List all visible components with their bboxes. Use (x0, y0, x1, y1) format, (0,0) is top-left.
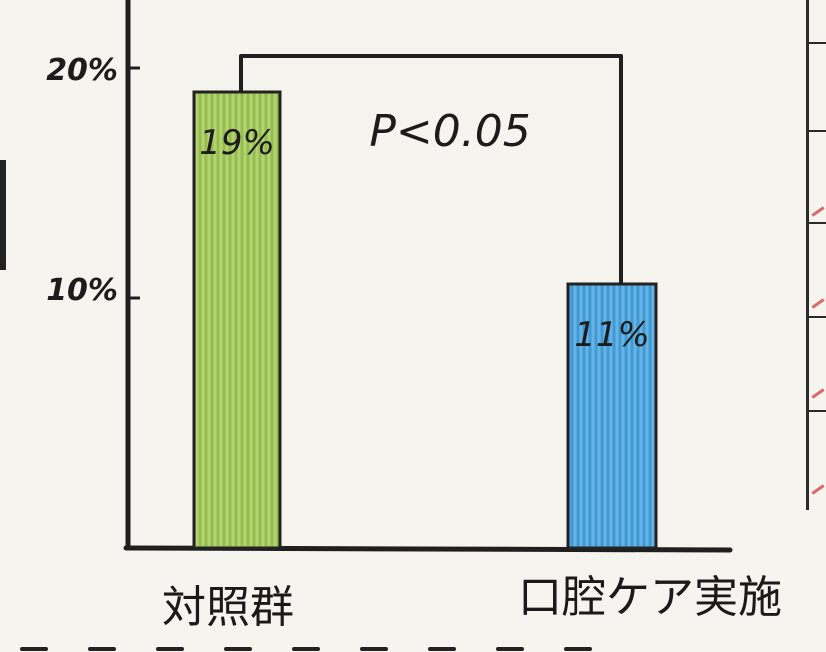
bar-control-group (192, 90, 282, 550)
side-tick (809, 222, 826, 224)
bar-oral-care (566, 282, 658, 550)
p-value-label: P<0.05 (369, 106, 530, 157)
side-mark (811, 298, 825, 309)
side-mark (811, 484, 825, 495)
category-label-control: 対照群 (162, 582, 294, 633)
y-tick-label-10: 10% (46, 273, 118, 308)
y-tick-label-20: 20% (46, 53, 118, 88)
bottom-cut-text (20, 636, 640, 652)
side-tick (809, 130, 826, 132)
left-edge-stroke (0, 160, 6, 270)
bar-value-label-control: 19% (199, 123, 275, 163)
side-mark (811, 388, 825, 399)
bar-value-label-oral-care: 11% (574, 315, 650, 355)
side-mark (811, 206, 825, 217)
adjacent-chart-edge (806, 0, 826, 510)
side-tick (809, 42, 826, 44)
side-tick (809, 410, 826, 412)
significance-bracket (239, 54, 623, 284)
side-tick (809, 316, 826, 318)
category-label-oral-care: 口腔ケア実施 (518, 572, 782, 623)
